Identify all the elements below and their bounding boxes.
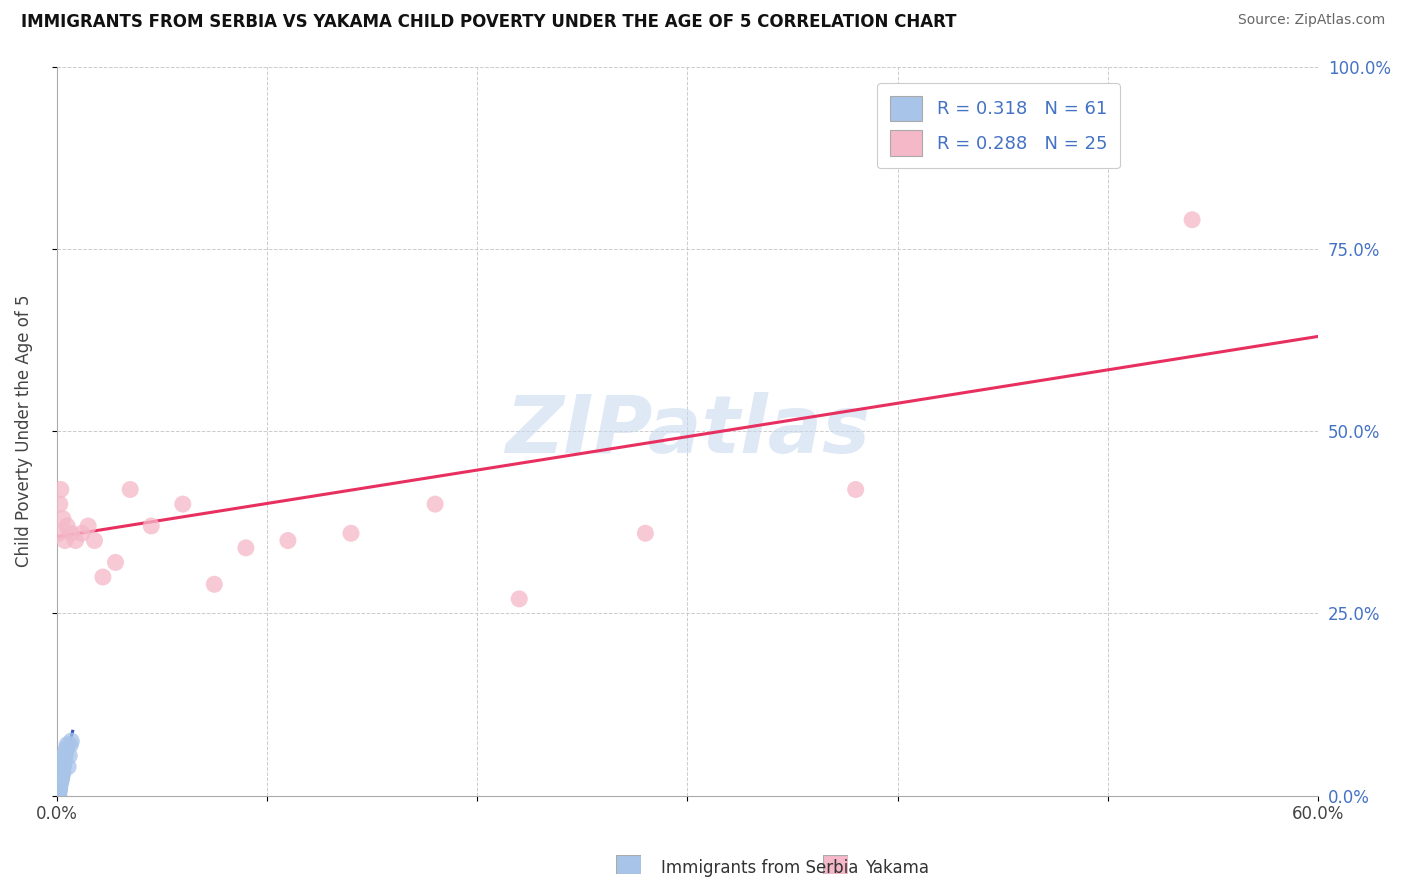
Point xyxy=(46,789,69,803)
Point xyxy=(48,787,70,801)
Point xyxy=(48,778,70,792)
Point xyxy=(51,763,73,777)
Point xyxy=(46,789,69,803)
Point xyxy=(46,787,69,801)
Point xyxy=(59,738,82,752)
Point xyxy=(46,787,69,801)
Point xyxy=(423,497,446,511)
Point xyxy=(53,533,76,548)
Point xyxy=(46,786,69,800)
Point xyxy=(46,781,69,796)
Point xyxy=(48,784,70,798)
Point xyxy=(49,780,72,794)
Point xyxy=(48,781,70,796)
Point xyxy=(845,483,868,497)
Point xyxy=(56,519,79,533)
Point xyxy=(49,778,72,792)
Point xyxy=(48,526,70,541)
Text: Immigrants from Serbia: Immigrants from Serbia xyxy=(661,859,858,877)
Point xyxy=(56,759,79,773)
Point xyxy=(60,526,83,541)
Legend: R = 0.318   N = 61, R = 0.288   N = 25: R = 0.318 N = 61, R = 0.288 N = 25 xyxy=(877,83,1121,169)
Point xyxy=(48,785,70,799)
Point xyxy=(51,772,73,787)
Point xyxy=(172,497,194,511)
Point xyxy=(52,756,75,770)
Point xyxy=(58,748,80,763)
Point xyxy=(48,781,70,796)
Point xyxy=(46,787,69,801)
Point xyxy=(49,497,72,511)
Point xyxy=(120,483,142,497)
Point xyxy=(277,533,299,548)
Point xyxy=(83,533,105,548)
Point xyxy=(48,775,70,789)
Point xyxy=(48,787,70,801)
Point xyxy=(49,775,72,789)
Point xyxy=(77,519,100,533)
Point xyxy=(65,533,87,548)
Point xyxy=(51,768,73,782)
Point xyxy=(508,591,530,606)
Point xyxy=(49,771,72,785)
Point xyxy=(49,483,72,497)
Text: Source: ZipAtlas.com: Source: ZipAtlas.com xyxy=(1237,13,1385,28)
Point xyxy=(202,577,225,591)
Point xyxy=(48,780,70,794)
Point xyxy=(634,526,657,541)
Point xyxy=(53,748,76,763)
Point xyxy=(48,783,70,797)
Point xyxy=(46,787,69,801)
Point xyxy=(48,778,70,792)
Point xyxy=(46,788,69,802)
Point xyxy=(46,783,69,797)
Point xyxy=(46,787,69,801)
Y-axis label: Child Poverty Under the Age of 5: Child Poverty Under the Age of 5 xyxy=(15,295,32,567)
Point xyxy=(51,767,73,781)
Point xyxy=(51,771,73,785)
Point xyxy=(46,789,69,803)
Point xyxy=(48,781,70,796)
Point xyxy=(141,519,163,533)
Point xyxy=(55,745,77,759)
Point xyxy=(46,787,69,801)
Point xyxy=(53,752,76,766)
Point xyxy=(46,784,69,798)
Text: IMMIGRANTS FROM SERBIA VS YAKAMA CHILD POVERTY UNDER THE AGE OF 5 CORRELATION CH: IMMIGRANTS FROM SERBIA VS YAKAMA CHILD P… xyxy=(21,13,956,31)
Point xyxy=(235,541,257,555)
Point xyxy=(46,788,69,802)
Point xyxy=(91,570,114,584)
Point xyxy=(52,511,75,525)
Point xyxy=(48,785,70,799)
Point xyxy=(46,787,69,801)
Point xyxy=(49,774,72,789)
Point xyxy=(104,556,127,570)
Point xyxy=(48,783,70,797)
Point xyxy=(340,526,363,541)
Point xyxy=(46,785,69,799)
Text: ZIPatlas: ZIPatlas xyxy=(505,392,870,470)
Point xyxy=(49,772,72,787)
Text: Yakama: Yakama xyxy=(865,859,929,877)
Point xyxy=(1181,212,1204,227)
Point xyxy=(49,774,72,789)
Point xyxy=(60,734,83,748)
Point xyxy=(48,789,70,803)
Point xyxy=(55,741,77,756)
Point xyxy=(52,759,75,773)
Point xyxy=(56,738,79,752)
Point xyxy=(52,765,75,780)
Point xyxy=(46,789,69,803)
Point xyxy=(46,785,69,799)
Point xyxy=(70,526,93,541)
Point xyxy=(49,774,72,789)
Point xyxy=(48,781,70,796)
Point xyxy=(51,768,73,782)
